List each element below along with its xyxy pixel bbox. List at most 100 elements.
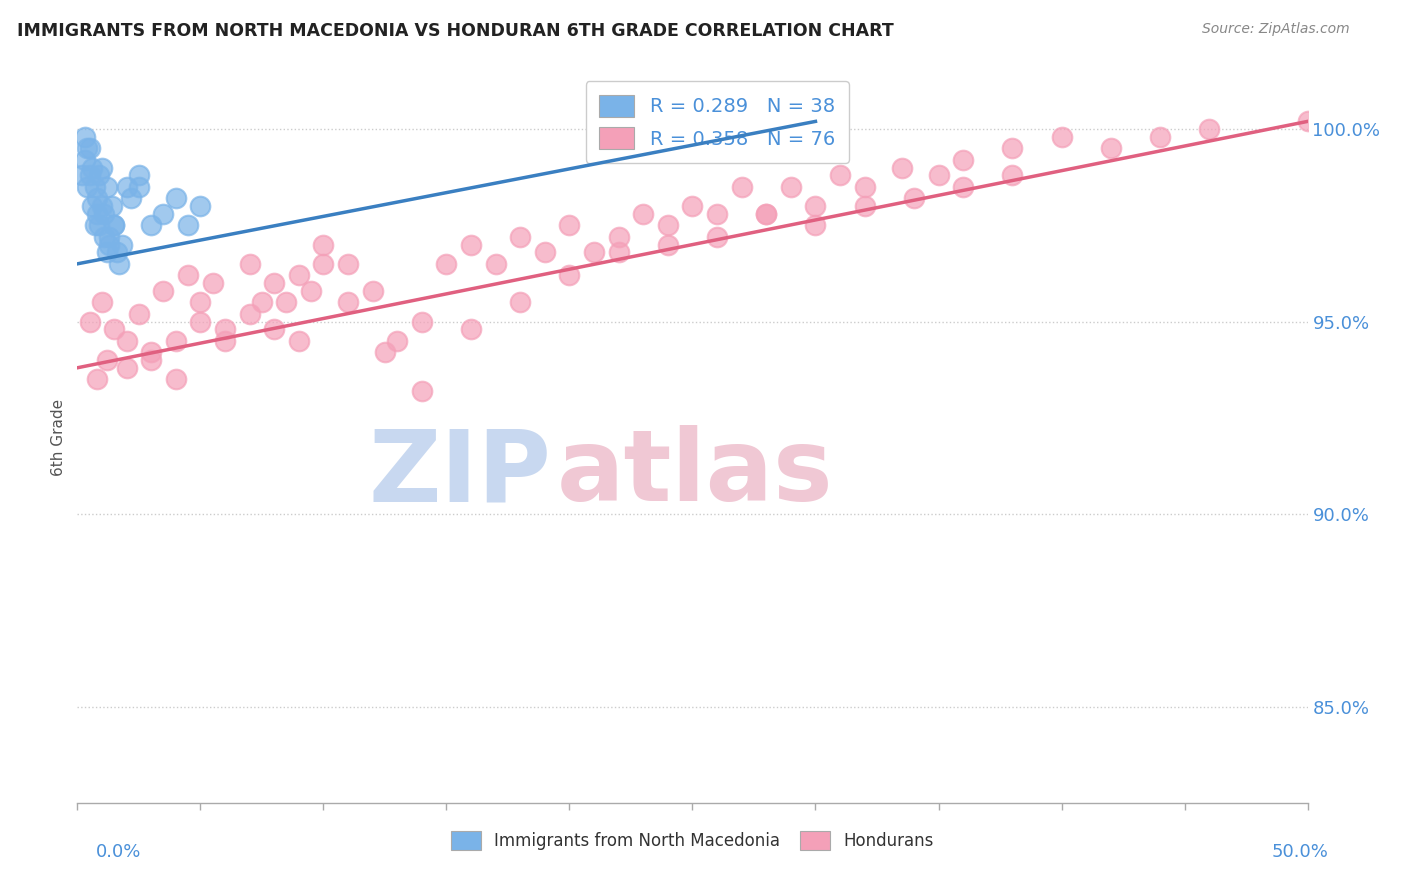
Point bbox=[90, 295, 114, 310]
Point bbox=[337, 257, 360, 271]
Point bbox=[436, 257, 458, 271]
Point bbox=[90, 199, 114, 213]
Point bbox=[96, 353, 118, 368]
Point bbox=[509, 295, 531, 310]
Point bbox=[115, 179, 138, 194]
Point bbox=[141, 345, 163, 359]
Point bbox=[1001, 141, 1024, 155]
Point bbox=[1001, 169, 1024, 183]
Point bbox=[101, 199, 124, 213]
Point bbox=[755, 207, 778, 221]
Point bbox=[755, 207, 778, 221]
Y-axis label: 6th Grade: 6th Grade bbox=[51, 399, 66, 475]
Point bbox=[558, 268, 581, 283]
Point bbox=[411, 384, 433, 398]
Point bbox=[96, 245, 118, 260]
Point bbox=[165, 372, 187, 386]
Point bbox=[682, 199, 704, 213]
Point bbox=[952, 179, 974, 194]
Point bbox=[952, 153, 974, 167]
Point bbox=[534, 245, 557, 260]
Point bbox=[76, 179, 98, 194]
Point bbox=[288, 268, 311, 283]
Point bbox=[108, 257, 131, 271]
Point bbox=[263, 276, 285, 290]
Legend: Immigrants from North Macedonia, Hondurans: Immigrants from North Macedonia, Hondura… bbox=[441, 821, 943, 860]
Point bbox=[128, 179, 150, 194]
Point bbox=[706, 207, 728, 221]
Point bbox=[1149, 129, 1171, 144]
Point bbox=[485, 257, 508, 271]
Point bbox=[276, 295, 298, 310]
Point bbox=[1296, 114, 1319, 128]
Point bbox=[337, 295, 360, 310]
Point bbox=[250, 295, 273, 310]
Point bbox=[70, 169, 93, 183]
Point bbox=[633, 207, 655, 221]
Point bbox=[374, 345, 396, 359]
Point bbox=[214, 334, 236, 348]
Point bbox=[121, 191, 143, 205]
Point bbox=[903, 191, 925, 205]
Point bbox=[103, 322, 125, 336]
Point bbox=[201, 276, 224, 290]
Point bbox=[141, 219, 163, 233]
Point bbox=[152, 207, 174, 221]
Point bbox=[188, 295, 212, 310]
Point bbox=[111, 237, 132, 252]
Point bbox=[93, 230, 115, 244]
Point bbox=[607, 245, 630, 260]
Point bbox=[830, 169, 852, 183]
Point bbox=[128, 307, 150, 321]
Point bbox=[96, 179, 118, 194]
Point bbox=[239, 257, 262, 271]
Text: ZIP: ZIP bbox=[368, 425, 551, 522]
Point bbox=[731, 179, 754, 194]
Point bbox=[89, 219, 111, 233]
Point bbox=[780, 179, 803, 194]
Point bbox=[558, 219, 581, 233]
Point bbox=[853, 179, 876, 194]
Point bbox=[83, 219, 105, 233]
Point bbox=[165, 334, 187, 348]
Text: 50.0%: 50.0% bbox=[1272, 843, 1329, 861]
Text: 0.0%: 0.0% bbox=[96, 843, 141, 861]
Point bbox=[115, 360, 138, 375]
Point bbox=[804, 199, 827, 213]
Text: atlas: atlas bbox=[557, 425, 834, 522]
Point bbox=[607, 230, 630, 244]
Point bbox=[214, 322, 236, 336]
Point bbox=[1099, 141, 1122, 155]
Point bbox=[82, 199, 104, 213]
Point bbox=[103, 219, 125, 233]
Point bbox=[105, 245, 128, 260]
Point bbox=[76, 141, 98, 155]
Point bbox=[928, 169, 950, 183]
Point bbox=[177, 219, 200, 233]
Point bbox=[460, 237, 482, 252]
Point bbox=[239, 307, 262, 321]
Text: Source: ZipAtlas.com: Source: ZipAtlas.com bbox=[1202, 22, 1350, 37]
Point bbox=[83, 179, 105, 194]
Point bbox=[82, 161, 104, 175]
Point bbox=[73, 129, 96, 144]
Point bbox=[890, 161, 912, 175]
Point bbox=[73, 153, 96, 167]
Point bbox=[79, 141, 101, 155]
Point bbox=[657, 219, 679, 233]
Point bbox=[361, 284, 384, 298]
Point bbox=[385, 334, 409, 348]
Point bbox=[141, 353, 163, 368]
Point bbox=[79, 315, 101, 329]
Text: IMMIGRANTS FROM NORTH MACEDONIA VS HONDURAN 6TH GRADE CORRELATION CHART: IMMIGRANTS FROM NORTH MACEDONIA VS HONDU… bbox=[17, 22, 894, 40]
Point bbox=[79, 169, 101, 183]
Point bbox=[411, 315, 433, 329]
Point bbox=[89, 169, 111, 183]
Point bbox=[93, 207, 115, 221]
Point bbox=[1198, 122, 1220, 136]
Point bbox=[583, 245, 606, 260]
Point bbox=[128, 169, 150, 183]
Point bbox=[152, 284, 174, 298]
Point bbox=[288, 334, 311, 348]
Point bbox=[86, 207, 108, 221]
